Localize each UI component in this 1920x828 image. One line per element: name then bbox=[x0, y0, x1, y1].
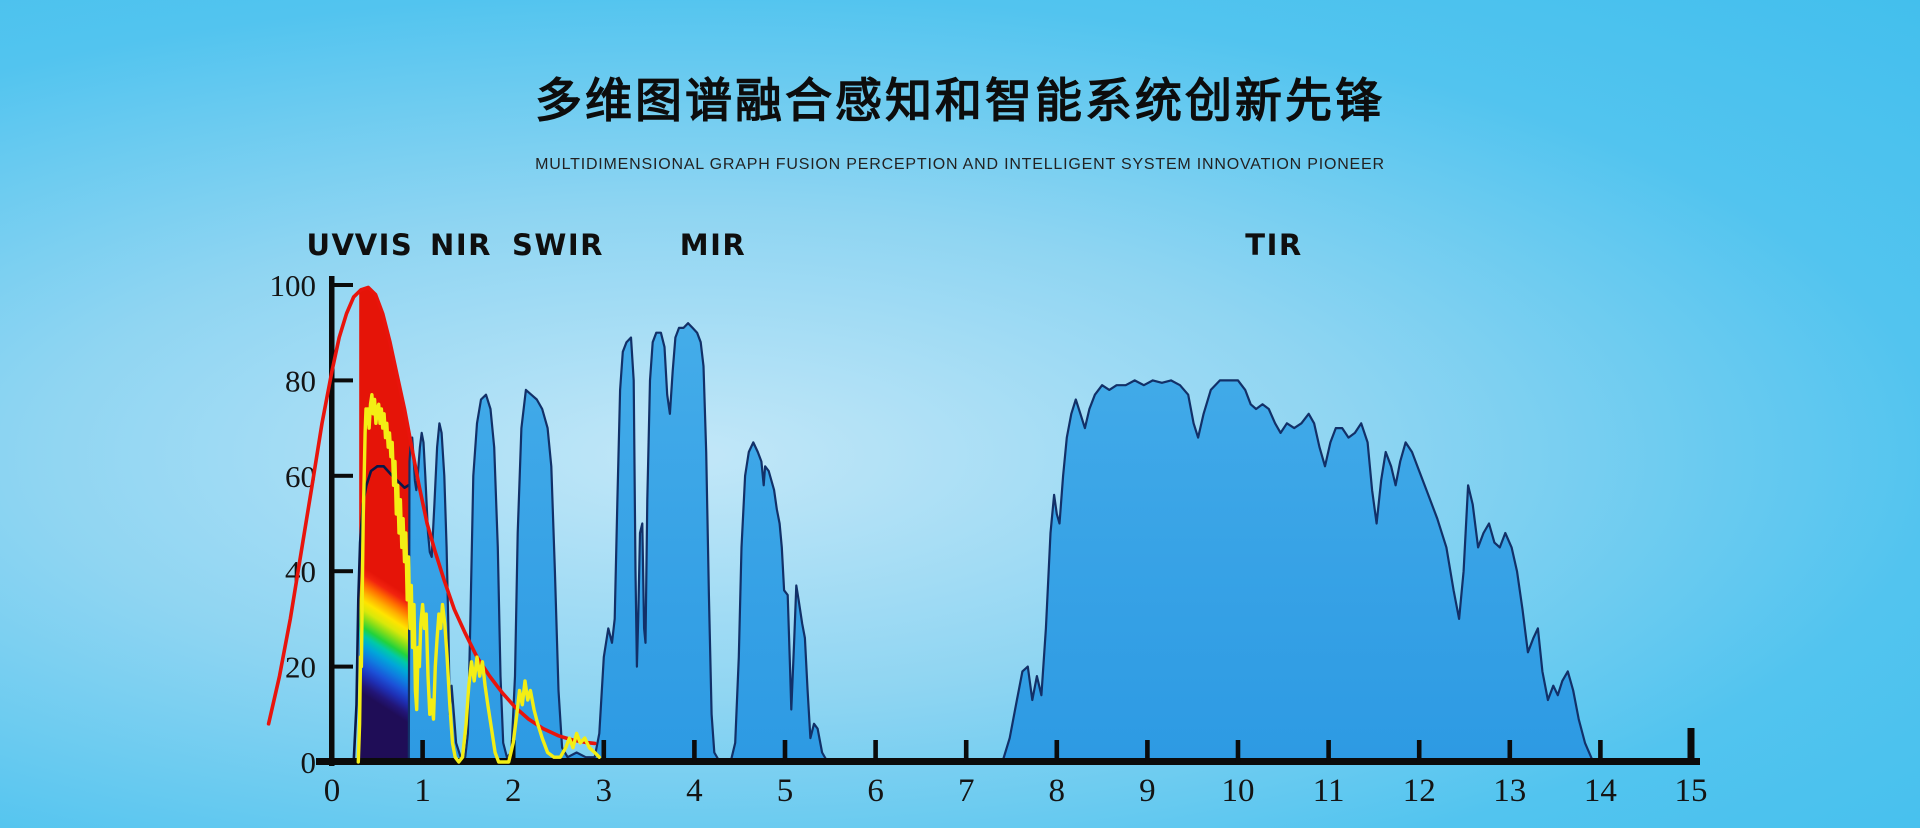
x-tick-label: 6 bbox=[867, 773, 884, 809]
y-tick-label: 20 bbox=[285, 650, 316, 685]
page-title: 多维图谱融合感知和智能系统创新先锋 bbox=[535, 74, 1385, 129]
x-tick-label: 15 bbox=[1675, 773, 1708, 809]
x-tick bbox=[1235, 740, 1241, 762]
x-tick-label: 4 bbox=[686, 773, 703, 809]
x-tick bbox=[420, 740, 425, 762]
band-label-uv: UV bbox=[306, 228, 356, 262]
band-label-tir: TIR bbox=[1245, 228, 1303, 262]
x-tick-label: 8 bbox=[1049, 773, 1066, 809]
x-tick-label: 9 bbox=[1139, 773, 1156, 809]
x-tick bbox=[601, 740, 607, 762]
y-axis-line bbox=[329, 276, 335, 766]
x-tick-label: 14 bbox=[1584, 773, 1617, 809]
band-label-vis: VIS bbox=[354, 228, 414, 262]
x-tick bbox=[873, 740, 878, 762]
y-tick-label: 100 bbox=[270, 268, 317, 303]
y-tick bbox=[332, 283, 353, 287]
x-tick-label: 3 bbox=[596, 773, 613, 809]
x-tick bbox=[963, 740, 969, 762]
x-tick-label: 11 bbox=[1313, 773, 1345, 809]
x-tick bbox=[692, 740, 697, 762]
x-tick-label: 1 bbox=[414, 773, 431, 809]
surface-solar-spectrum-curve bbox=[356, 393, 601, 764]
x-axis-end-cap bbox=[1687, 728, 1695, 762]
x-tick bbox=[1598, 740, 1603, 762]
x-axis-line bbox=[316, 758, 1700, 765]
y-tick bbox=[332, 664, 353, 669]
x-tick bbox=[1416, 740, 1422, 762]
x-tick-label: 10 bbox=[1222, 773, 1255, 809]
y-tick-label: 0 bbox=[301, 745, 317, 780]
x-tick-label: 2 bbox=[505, 773, 522, 809]
x-tick bbox=[1145, 740, 1150, 762]
x-tick-label: 13 bbox=[1493, 773, 1526, 809]
x-tick-label: 0 bbox=[324, 773, 341, 809]
x-tick-label: 7 bbox=[958, 773, 975, 809]
x-tick-label: 5 bbox=[777, 773, 794, 809]
atmospheric-transmission-area bbox=[407, 322, 1693, 764]
y-tick bbox=[332, 569, 353, 574]
x-tick bbox=[1507, 740, 1513, 762]
y-tick bbox=[332, 378, 353, 383]
y-tick bbox=[332, 473, 353, 478]
x-tick-label: 12 bbox=[1403, 773, 1436, 809]
band-label-swir: SWIR bbox=[512, 228, 604, 262]
page-subtitle: MULTIDIMENSIONAL GRAPH FUSION PERCEPTION… bbox=[535, 156, 1385, 173]
x-tick bbox=[1054, 740, 1060, 762]
y-tick-label: 80 bbox=[285, 363, 316, 398]
solar-envelope-curve bbox=[266, 285, 597, 746]
band-label-mir: MIR bbox=[679, 228, 747, 262]
band-label-nir: NIR bbox=[430, 228, 492, 262]
x-tick bbox=[782, 740, 788, 762]
x-tick bbox=[1326, 740, 1331, 762]
x-tick bbox=[510, 740, 516, 762]
visible-band-dome-outline bbox=[352, 465, 410, 764]
